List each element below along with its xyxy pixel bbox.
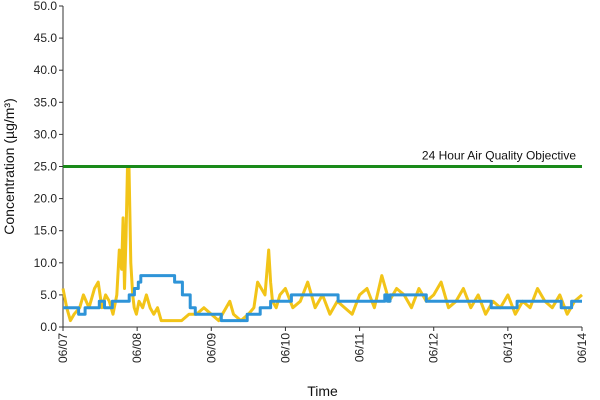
x-tick-label: 06/10 bbox=[278, 333, 292, 363]
y-tick-label: 35.0 bbox=[34, 95, 58, 109]
x-axis-title: Time bbox=[307, 383, 338, 399]
y-tick-label: 0.0 bbox=[40, 320, 57, 334]
x-tick-label: 06/08 bbox=[130, 333, 144, 363]
x-tick-label: 06/11 bbox=[353, 333, 367, 362]
y-tick-label: 30.0 bbox=[34, 127, 58, 141]
y-axis-title: Concentration (µg/m³) bbox=[1, 98, 17, 234]
y-tick-label: 50.0 bbox=[34, 0, 58, 13]
objective-label: 24 Hour Air Quality Objective bbox=[422, 149, 576, 163]
x-tick-label: 06/12 bbox=[427, 333, 441, 363]
y-tick-label: 25.0 bbox=[34, 160, 58, 174]
y-axis-ticks: 0.0 5.0 10.0 15.0 20.0 25.0 30.0 35.0 40.0 45.0 50… bbox=[34, 0, 63, 334]
x-tick-label: 06/14 bbox=[575, 333, 589, 363]
y-tick-label: 20.0 bbox=[34, 192, 58, 206]
x-tick-label: 06/07 bbox=[56, 333, 70, 363]
x-tick-label: 06/09 bbox=[204, 333, 218, 363]
y-tick-label: 40.0 bbox=[34, 63, 58, 77]
x-tick-label: 06/13 bbox=[501, 333, 515, 363]
y-tick-label: 10.0 bbox=[34, 256, 58, 270]
series-line-yellow bbox=[61, 165, 583, 323]
y-tick-label: 5.0 bbox=[40, 288, 57, 302]
series-line-blue bbox=[63, 274, 582, 323]
x-axis-ticks: 06/07 06/08 06/09 06/10 06/11 06/12 06/13 06/14 bbox=[56, 327, 589, 363]
series-layer bbox=[61, 165, 583, 323]
y-tick-label: 45.0 bbox=[34, 31, 58, 45]
y-tick-label: 15.0 bbox=[34, 224, 58, 238]
